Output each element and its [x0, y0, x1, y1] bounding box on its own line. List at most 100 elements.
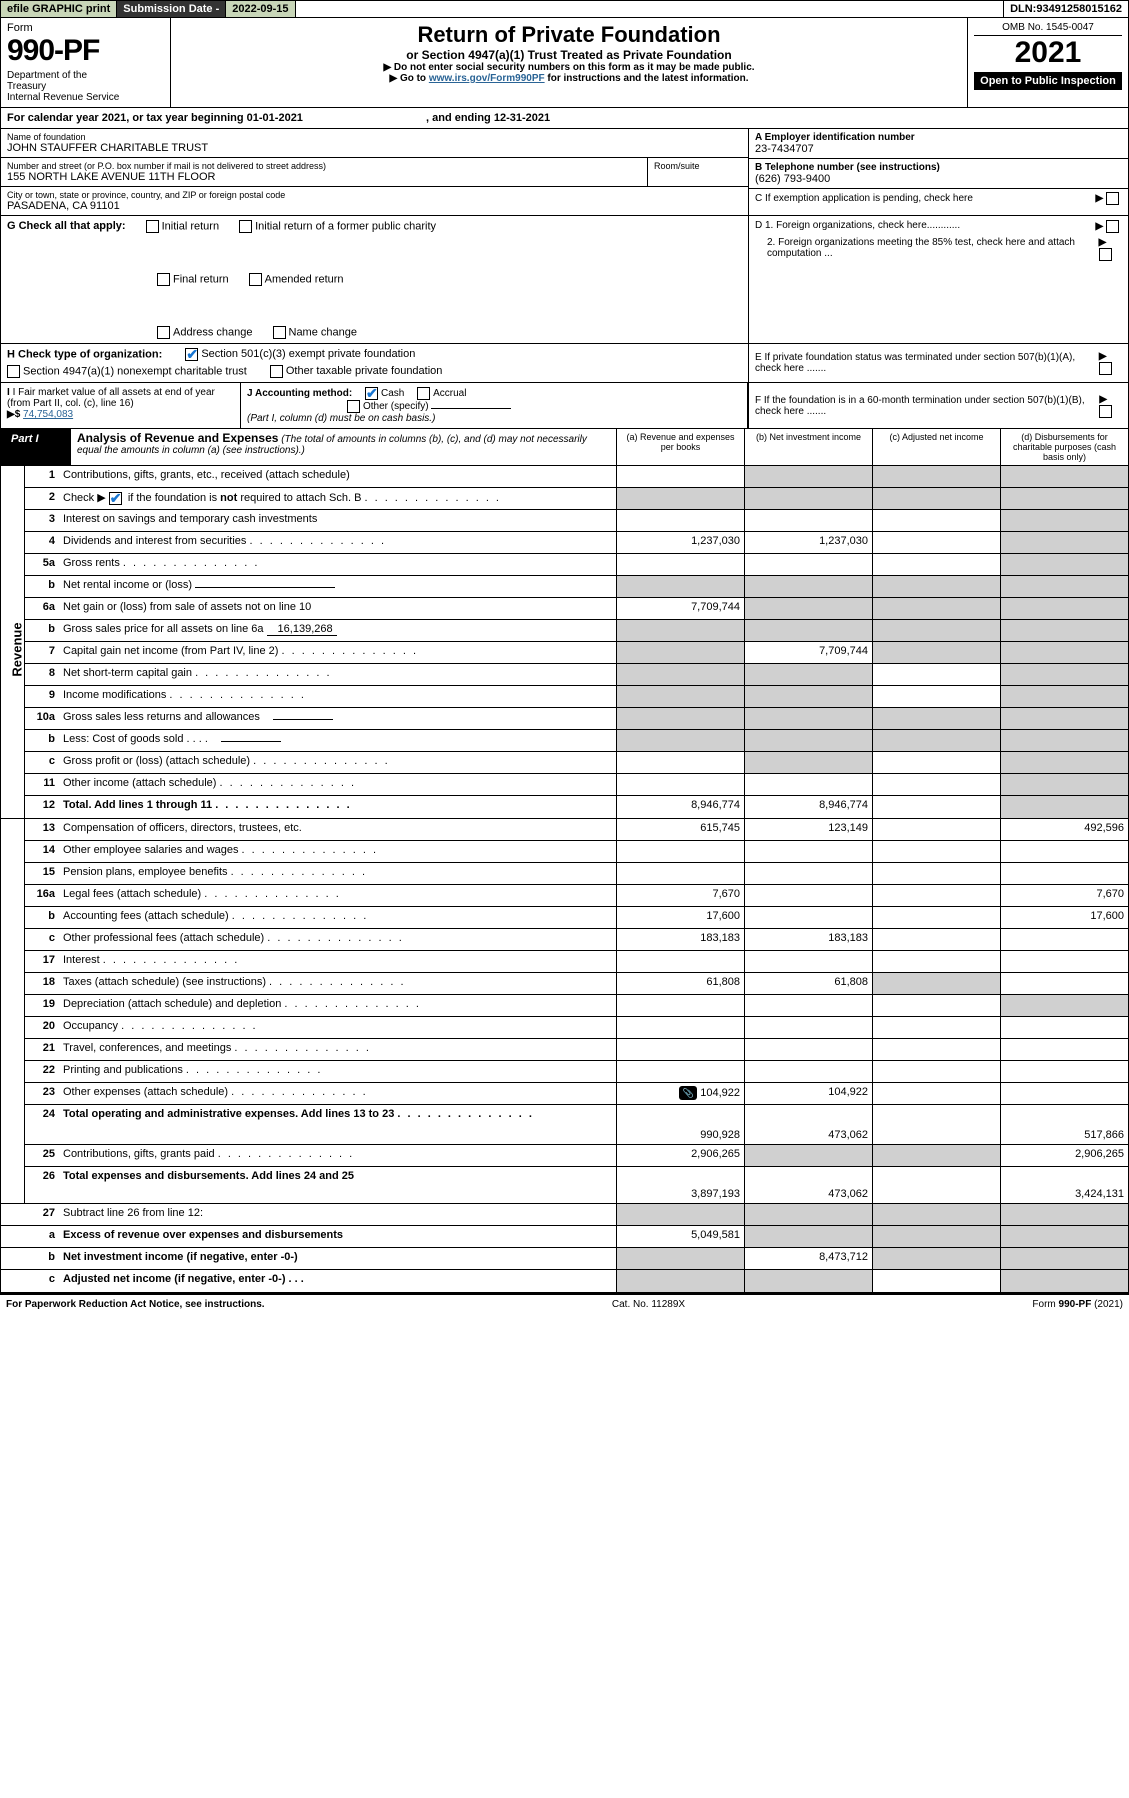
other-method-check[interactable]	[347, 400, 360, 413]
d1-check[interactable]	[1106, 220, 1119, 233]
initial-return-check[interactable]	[146, 220, 159, 233]
address-change-check[interactable]	[157, 326, 170, 339]
form-title: Return of Private Foundation	[177, 22, 961, 48]
d1-label: D 1. Foreign organizations, check here..…	[755, 220, 960, 233]
addr-label: Number and street (or P.O. box number if…	[7, 161, 641, 171]
ein-label: A Employer identification number	[755, 132, 1122, 143]
l26-a: 3,897,193	[616, 1167, 744, 1203]
i-label: I	[7, 387, 10, 398]
d2-check[interactable]	[1099, 248, 1112, 261]
other-taxable-check[interactable]	[270, 365, 283, 378]
501c3-check[interactable]	[185, 348, 198, 361]
name-label: Name of foundation	[7, 132, 742, 142]
dln: DLN: 93491258015162	[1004, 1, 1128, 17]
phone-label: B Telephone number (see instructions)	[755, 162, 1122, 173]
f-label: F If the foundation is in a 60-month ter…	[755, 395, 1099, 417]
l13-a: 615,745	[616, 819, 744, 840]
l4-a: 1,237,030	[616, 532, 744, 553]
entity-info: Name of foundation JOHN STAUFFER CHARITA…	[0, 129, 1129, 216]
h-row: H Check type of organization: Section 50…	[0, 344, 1129, 383]
attachment-icon[interactable]: 📎	[679, 1086, 697, 1100]
l27b-b: 8,473,712	[744, 1248, 872, 1269]
l16b-d: 17,600	[1000, 907, 1128, 928]
tax-year: 2021	[974, 36, 1122, 70]
col-b-hdr: (b) Net investment income	[744, 429, 872, 465]
form-subtitle: or Section 4947(a)(1) Trust Treated as P…	[177, 48, 961, 62]
l26-b: 473,062	[744, 1167, 872, 1203]
year-block: OMB No. 1545-0047 2021 Open to Public In…	[968, 18, 1128, 107]
initial-former-check[interactable]	[239, 220, 252, 233]
spacer	[296, 1, 1005, 17]
l24-d: 517,866	[1000, 1105, 1128, 1144]
l18-b: 61,808	[744, 973, 872, 994]
calendar-year-row: For calendar year 2021, or tax year begi…	[0, 108, 1129, 129]
l24-b: 473,062	[744, 1105, 872, 1144]
l4-b: 1,237,030	[744, 532, 872, 553]
l13-d: 492,596	[1000, 819, 1128, 840]
h-label: H Check type of organization:	[7, 348, 162, 360]
l16b-a: 17,600	[616, 907, 744, 928]
city-label: City or town, state or province, country…	[7, 190, 742, 200]
f-check[interactable]	[1099, 405, 1112, 418]
department: Department of theTreasuryInternal Revenu…	[7, 70, 164, 103]
foundation-name: JOHN STAUFFER CHARITABLE TRUST	[7, 142, 742, 154]
room-label: Room/suite	[654, 161, 742, 171]
open-to-public: Open to Public Inspection	[974, 72, 1122, 90]
form-word: Form	[7, 22, 164, 34]
part1-title: Analysis of Revenue and Expenses	[77, 431, 278, 445]
city-state-zip: PASADENA, CA 91101	[7, 200, 742, 212]
form-ref: Form 990-PF (2021)	[1032, 1299, 1123, 1310]
subdate-value: 2022-09-15	[226, 1, 295, 17]
l6a-a: 7,709,744	[616, 598, 744, 619]
ein-value: 23-7434707	[755, 143, 1122, 155]
form-number: 990-PF	[7, 34, 164, 68]
cash-check[interactable]	[365, 387, 378, 400]
l12-b: 8,946,774	[744, 796, 872, 818]
l18-a: 61,808	[616, 973, 744, 994]
c-label: C If exemption application is pending, c…	[755, 193, 973, 204]
l16c-a: 183,183	[616, 929, 744, 950]
schb-check[interactable]	[109, 492, 122, 505]
efile-badge[interactable]: efile GRAPHIC print	[1, 1, 117, 17]
omb-number: OMB No. 1545-0047	[974, 22, 1122, 36]
ij-row: I I Fair market value of all assets at e…	[0, 383, 1129, 429]
accrual-check[interactable]	[417, 387, 430, 400]
part1-header: Part I Analysis of Revenue and Expenses …	[0, 429, 1129, 466]
e-check[interactable]	[1099, 362, 1112, 375]
4947-check[interactable]	[7, 365, 20, 378]
l7-b: 7,709,744	[744, 642, 872, 663]
l27a-a: 5,049,581	[616, 1226, 744, 1247]
cat-number: Cat. No. 11289X	[612, 1299, 685, 1310]
e-label: E If private foundation status was termi…	[755, 352, 1099, 374]
col-d-hdr: (d) Disbursements for charitable purpose…	[1000, 429, 1128, 465]
amended-return-check[interactable]	[249, 273, 262, 286]
subdate-label: Submission Date -	[117, 1, 226, 17]
l23-a: 📎104,922	[616, 1083, 744, 1104]
col-c-hdr: (c) Adjusted net income	[872, 429, 1000, 465]
d2-label: 2. Foreign organizations meeting the 85%…	[755, 237, 1099, 261]
g-label: G Check all that apply:	[7, 220, 126, 233]
l24-a: 990,928	[616, 1105, 744, 1144]
form-header: Form 990-PF Department of theTreasuryInt…	[0, 18, 1129, 108]
l16a-a: 7,670	[616, 885, 744, 906]
l16c-b: 183,183	[744, 929, 872, 950]
c-checkbox[interactable]	[1106, 192, 1119, 205]
instr-1: ▶ Do not enter social security numbers o…	[177, 62, 961, 73]
expenses-side-label: Operating and Administrative Expenses	[1, 819, 25, 1203]
final-return-check[interactable]	[157, 273, 170, 286]
g-row: G Check all that apply: Initial return I…	[0, 216, 1129, 344]
l26-d: 3,424,131	[1000, 1167, 1128, 1203]
instr-2: ▶ Go to www.irs.gov/Form990PF for instru…	[177, 73, 961, 84]
form-footer: For Paperwork Reduction Act Notice, see …	[0, 1293, 1129, 1314]
j-label: J Accounting method:	[247, 388, 352, 399]
name-change-check[interactable]	[273, 326, 286, 339]
l23-b: 104,922	[744, 1083, 872, 1104]
paperwork-notice: For Paperwork Reduction Act Notice, see …	[6, 1299, 265, 1310]
irs-link[interactable]: www.irs.gov/Form990PF	[429, 73, 545, 84]
line27-block: 27Subtract line 26 from line 12: aExcess…	[0, 1204, 1129, 1293]
part1-tab: Part I	[1, 429, 71, 465]
street-address: 155 NORTH LAKE AVENUE 11TH FLOOR	[7, 171, 641, 183]
phone-value: (626) 793-9400	[755, 173, 1122, 185]
l13-b: 123,149	[744, 819, 872, 840]
fmv-value[interactable]: 74,754,083	[23, 409, 73, 420]
